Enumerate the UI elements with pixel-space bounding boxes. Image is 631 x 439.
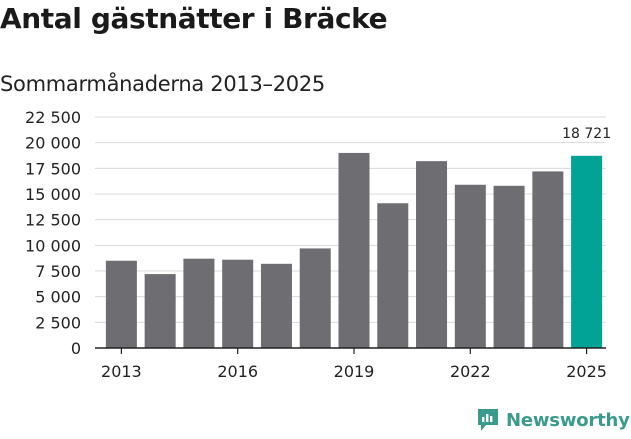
x-tick-label: 2013: [101, 362, 142, 381]
y-tick-label: 17 500: [25, 159, 81, 178]
bar-2025: [571, 155, 603, 348]
bar-2013: [105, 260, 137, 348]
bar-2022: [454, 184, 486, 348]
bar-2015: [183, 258, 215, 348]
y-tick-label: 0: [71, 339, 81, 358]
newsworthy-logo: Newsworthy: [476, 407, 630, 433]
y-tick-label: 12 500: [25, 211, 81, 230]
y-tick-label: 2 500: [35, 313, 81, 332]
x-tick-label: 2025: [566, 362, 607, 381]
bar-2018: [299, 248, 331, 348]
y-tick-label: 22 500: [25, 108, 81, 127]
bar-2020: [377, 203, 409, 348]
y-tick-label: 10 000: [25, 236, 81, 255]
bar-2014: [144, 274, 176, 348]
newsworthy-logo-icon: [478, 409, 498, 431]
chart-subtitle: Sommarmånaderna 2013–2025: [0, 72, 325, 96]
bar-2017: [260, 263, 292, 348]
x-tick-label: 2019: [334, 362, 375, 381]
bar-2021: [416, 161, 448, 348]
y-tick-label: 15 000: [25, 185, 81, 204]
newsworthy-brand-name: Newsworthy: [506, 409, 630, 431]
bar-2023: [493, 185, 525, 348]
y-tick-label: 20 000: [25, 134, 81, 153]
bar-2016: [222, 259, 254, 348]
bar-2024: [532, 171, 564, 348]
bar-2019: [338, 152, 370, 348]
data-label: 18 721: [562, 126, 611, 142]
y-tick-label: 5 000: [35, 288, 81, 307]
chart-title: Antal gästnätter i Bräcke: [0, 2, 388, 35]
y-tick-label: 7 500: [35, 262, 81, 281]
x-tick-label: 2016: [217, 362, 258, 381]
x-tick-label: 2022: [450, 362, 491, 381]
